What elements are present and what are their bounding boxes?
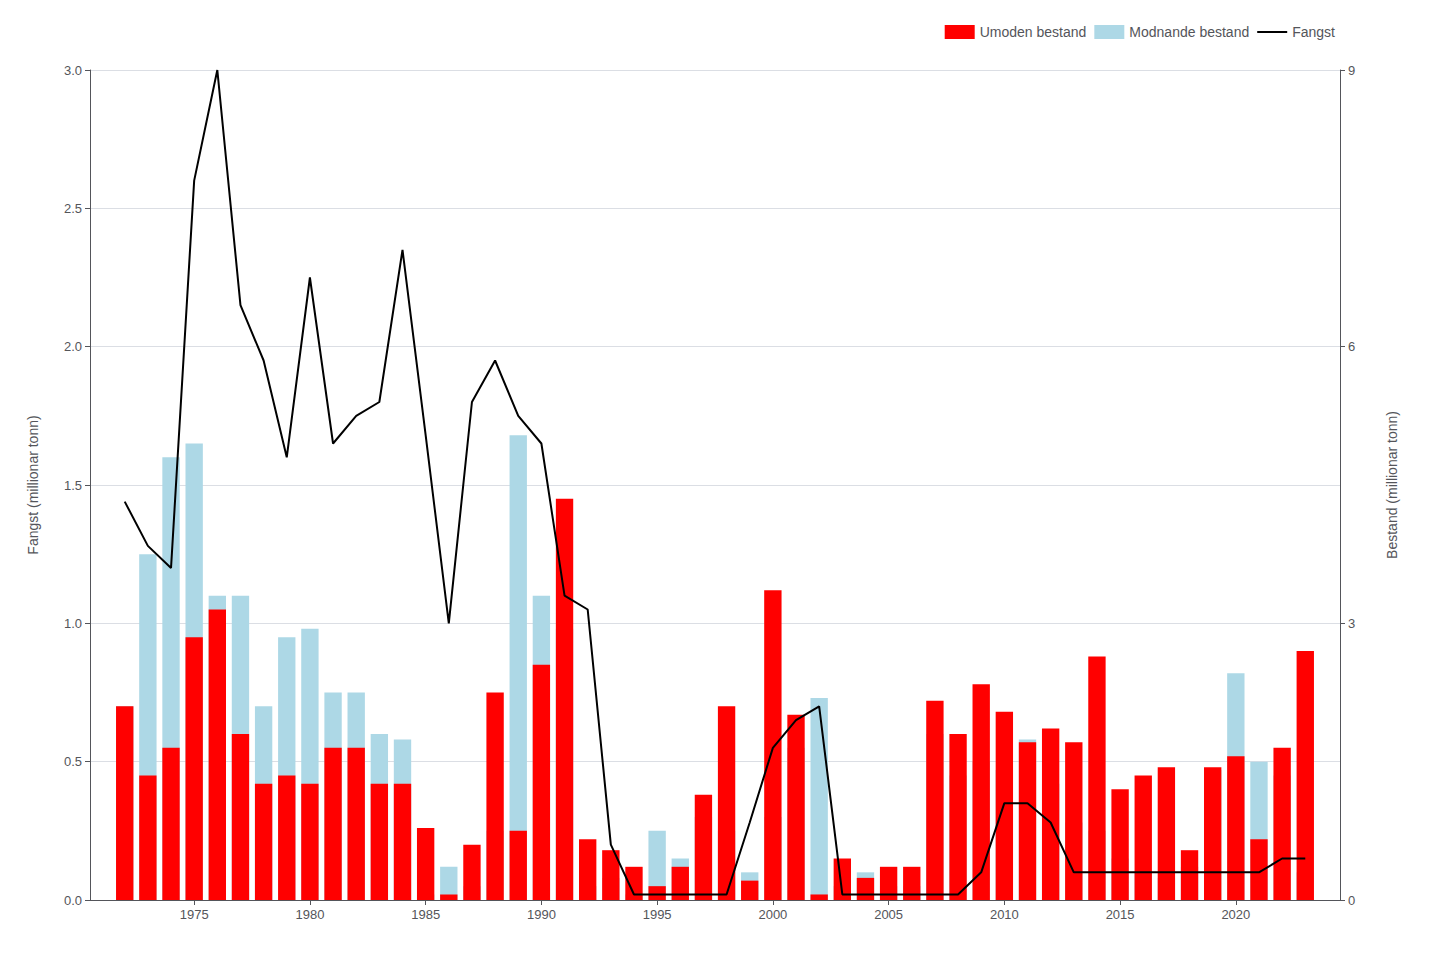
svg-text:1975: 1975 [180,907,209,922]
svg-text:0.5: 0.5 [64,754,82,769]
svg-text:3: 3 [1348,616,1355,631]
svg-text:Fangst: Fangst [1292,24,1335,40]
svg-text:2015: 2015 [1106,907,1135,922]
svg-text:6: 6 [1348,339,1355,354]
svg-text:1.0: 1.0 [64,616,82,631]
svg-text:0.0: 0.0 [64,893,82,908]
svg-text:3.0: 3.0 [64,63,82,78]
svg-text:1.5: 1.5 [64,478,82,493]
svg-text:2000: 2000 [758,907,787,922]
svg-text:9: 9 [1348,63,1355,78]
svg-text:2005: 2005 [874,907,903,922]
svg-text:Umoden bestand: Umoden bestand [980,24,1087,40]
svg-text:2.0: 2.0 [64,339,82,354]
svg-text:1980: 1980 [295,907,324,922]
svg-text:2010: 2010 [990,907,1019,922]
svg-text:Fangst (millionar tonn): Fangst (millionar tonn) [25,415,41,554]
svg-text:0: 0 [1348,893,1355,908]
svg-text:Bestand (millionar tonn): Bestand (millionar tonn) [1384,411,1400,559]
svg-text:1990: 1990 [527,907,556,922]
svg-text:1995: 1995 [643,907,672,922]
svg-text:1985: 1985 [411,907,440,922]
svg-text:Modnande bestand: Modnande bestand [1129,24,1249,40]
svg-text:2020: 2020 [1221,907,1250,922]
svg-text:2.5: 2.5 [64,201,82,216]
